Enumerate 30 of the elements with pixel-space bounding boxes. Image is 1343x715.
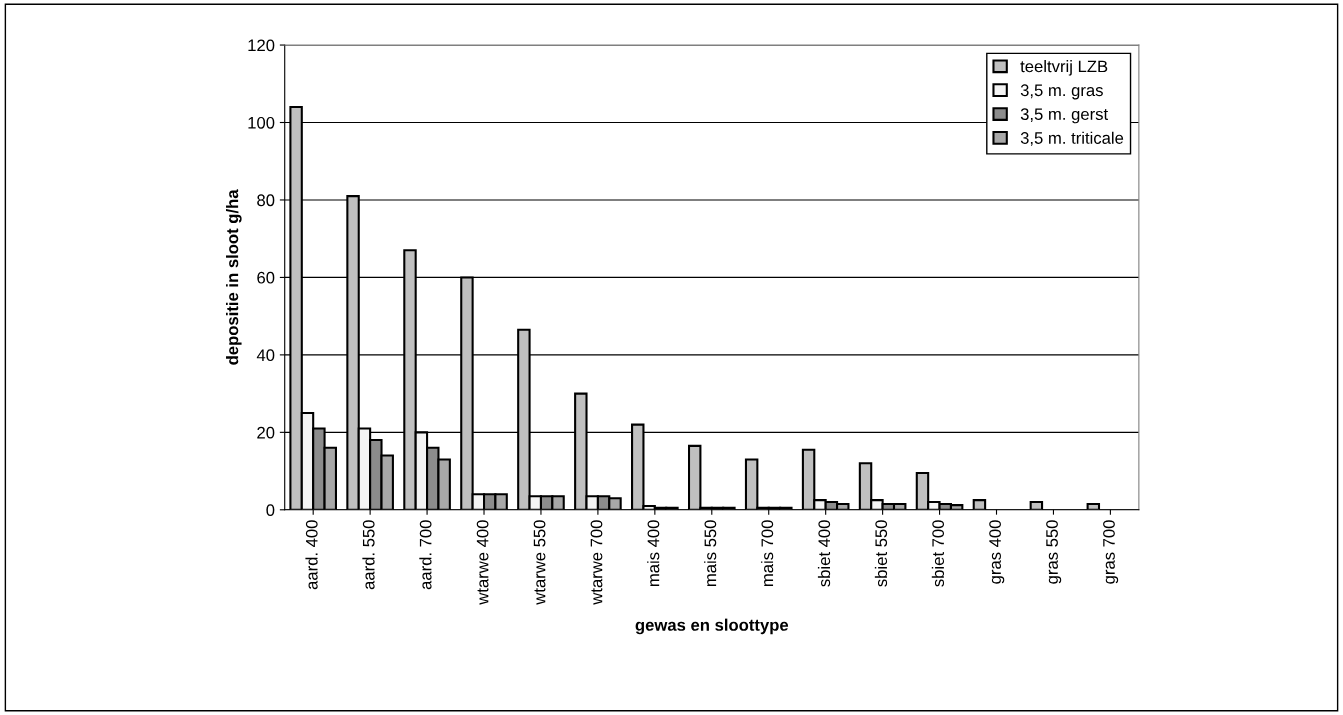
- x-tick-label: wtarwe 400: [476, 520, 489, 605]
- x-tick-label: aard. 550: [362, 520, 375, 590]
- y-tick-label: 100: [248, 116, 275, 129]
- bar: [972, 499, 987, 510]
- x-tick-label: mais 550: [704, 520, 717, 587]
- x-tick-label: wtarwe 700: [590, 520, 603, 605]
- x-tick-label: mais 400: [647, 520, 660, 587]
- x-tick-label: mais 700: [760, 520, 774, 587]
- x-tick-label: sbiet 700: [931, 520, 945, 587]
- x-tick-label: wtarwe 550: [533, 520, 546, 605]
- y-tick-label: 120: [248, 39, 275, 52]
- y-tick-label: 80: [257, 194, 275, 207]
- x-tick-label: sbiet 400: [817, 520, 831, 587]
- y-tick-label: 0: [266, 504, 275, 516]
- y-tick-label: 20: [257, 426, 275, 439]
- x-tick-label: gras 700: [1103, 520, 1119, 584]
- legend-label: teeltvrij LZB: [1020, 60, 1108, 76]
- legend-label: 3,5 m. triticale: [1020, 131, 1124, 146]
- x-tick-label: sbiet 550: [874, 520, 888, 587]
- x-tick-label: aard. 400: [305, 520, 318, 590]
- legend-label: 3,5 m. gerst: [1020, 108, 1109, 124]
- y-tick-label: 60: [257, 271, 275, 284]
- x-tick-label: gras 550: [1046, 520, 1062, 584]
- x-tick-label: aard. 700: [419, 520, 432, 590]
- y-axis-title: depositie in sloot g/ha: [226, 189, 242, 365]
- y-tick-label: 40: [256, 349, 275, 362]
- legend-label: 3,5 m. gras: [1020, 84, 1103, 100]
- x-tick-label: gras 400: [989, 520, 1005, 584]
- x-axis-title: gewas en sloottype: [635, 618, 789, 635]
- bar: [1029, 501, 1044, 510]
